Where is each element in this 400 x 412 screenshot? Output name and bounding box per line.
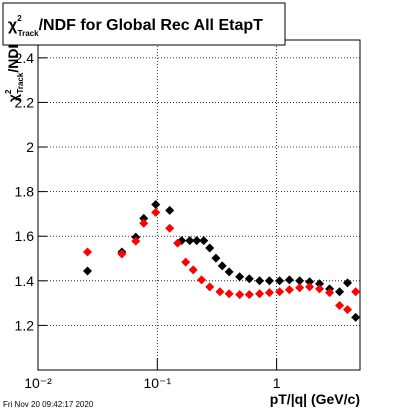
data-point (165, 205, 175, 215)
data-point (343, 305, 353, 315)
data-point (199, 236, 209, 246)
data-point (215, 287, 225, 297)
y-tick-label: 1.4 (15, 273, 35, 289)
footer-date: Fri Nov 20 09:42:17 2020 (3, 400, 94, 409)
y-symbol: χ (5, 94, 21, 102)
data-point (151, 200, 161, 210)
data-point (255, 289, 265, 299)
y-tick-label: 2.4 (15, 50, 35, 66)
data-point (351, 287, 361, 297)
data-point (217, 261, 227, 271)
title-box (2, 2, 286, 46)
data-point (205, 243, 215, 253)
data-point (305, 277, 315, 287)
data-point (275, 287, 285, 297)
data-point (295, 283, 305, 293)
data-point (335, 287, 345, 297)
plot-area (37, 40, 361, 370)
data-point (343, 278, 353, 288)
data-point (139, 218, 149, 228)
x-axis-title: pT/|q| (GeV/c) (270, 391, 360, 407)
data-point (192, 236, 202, 246)
plot-frame (37, 39, 361, 371)
data-point (165, 223, 175, 233)
x-tick-label: 10⁻² (24, 375, 52, 391)
data-point (224, 267, 234, 277)
data-point (315, 284, 325, 294)
data-point (315, 279, 325, 289)
data-point (284, 285, 294, 295)
data-point (351, 312, 361, 322)
data-point (275, 276, 285, 286)
data-point (295, 276, 305, 286)
data-point (224, 289, 234, 299)
y-text: /NDF (5, 40, 21, 73)
title-text: /NDF for Global Rec All EtapT (39, 17, 264, 34)
data-point (181, 257, 191, 267)
data-point (151, 207, 161, 217)
title-sup: 2 (17, 14, 22, 23)
data-point (264, 288, 274, 298)
data-point (305, 282, 315, 292)
data-point (335, 301, 345, 311)
y-axis-title: χ2 Track/NDF (4, 40, 25, 103)
y-sub: Track (16, 72, 25, 93)
data-point (235, 272, 245, 282)
title-symbol: χ (8, 17, 18, 34)
y-sup: 2 (4, 89, 13, 94)
data-point (244, 274, 254, 284)
title-sub: Track (18, 29, 39, 38)
x-tick-label: 1 (273, 375, 281, 391)
data-point (264, 276, 274, 286)
data-point (188, 265, 198, 275)
data-point (185, 236, 195, 246)
x-tick-label: 10⁻¹ (143, 375, 171, 391)
data-point (255, 276, 265, 286)
data-point (131, 236, 141, 246)
data-point (83, 266, 93, 276)
chart-title: χ2 Track/NDF for Global Rec All EtapT (8, 14, 263, 38)
data-point (117, 249, 127, 259)
data-point (173, 238, 183, 248)
y-tick-label: 1.8 (15, 184, 35, 200)
y-tick-label: 1.6 (15, 228, 35, 244)
data-point (205, 282, 215, 292)
y-tick-label: 2 (26, 139, 34, 155)
y-tick-label: 1.2 (15, 317, 35, 333)
data-point (235, 290, 245, 300)
data-point (197, 275, 207, 285)
y-tick-label: 2.2 (15, 94, 35, 110)
data-point (284, 275, 294, 285)
data-point (83, 247, 93, 257)
data-point (244, 290, 254, 300)
data-point (139, 213, 149, 223)
data-point (325, 288, 335, 298)
data-point (211, 253, 221, 263)
